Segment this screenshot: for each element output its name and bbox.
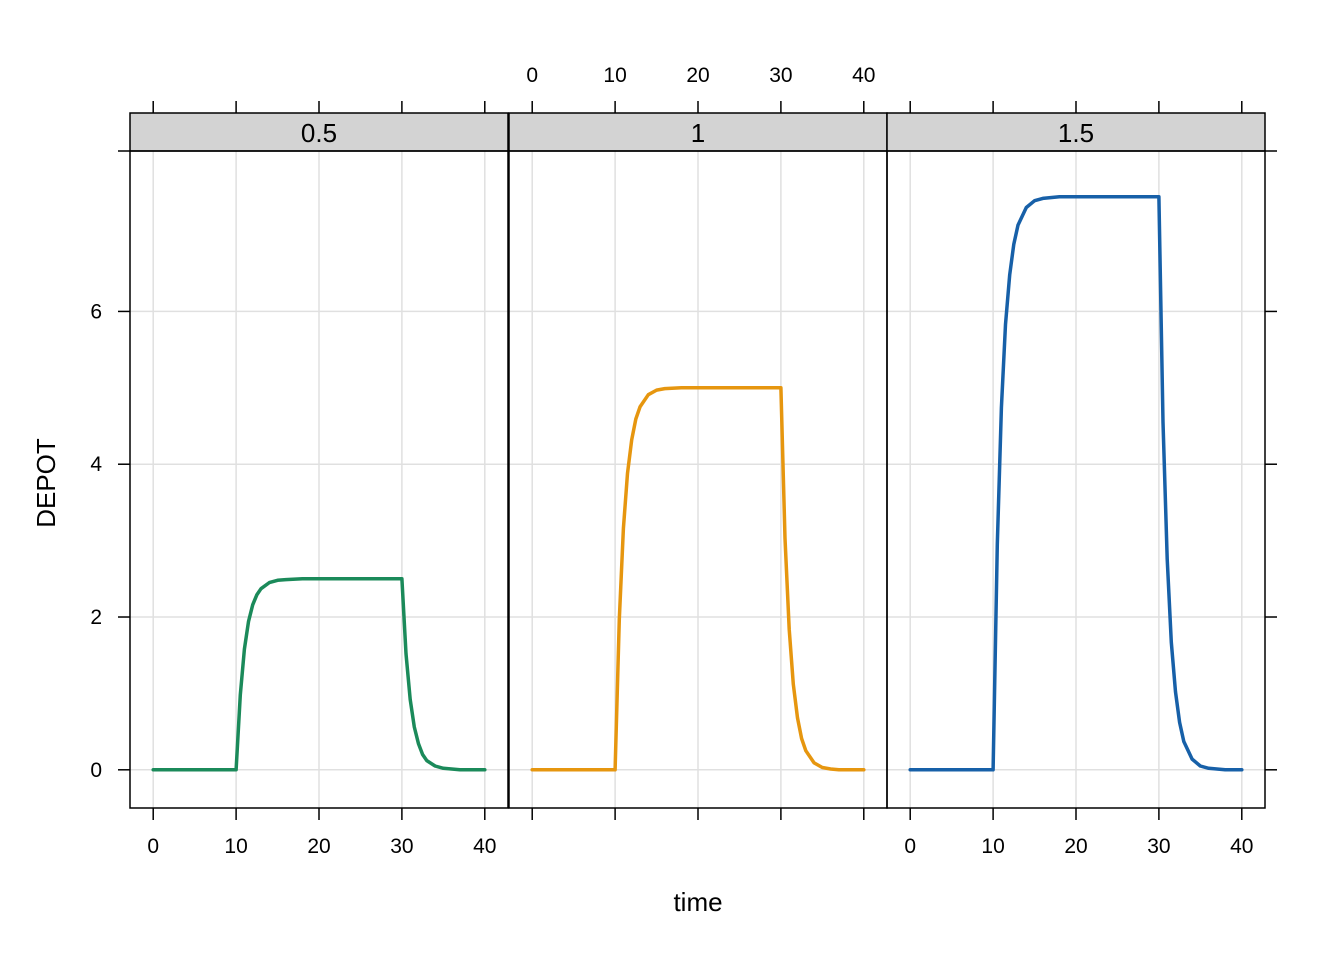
panel-strip-label: 1.5 [1058, 118, 1094, 148]
x-tick-label-top: 20 [686, 64, 709, 87]
x-tick-label: 10 [224, 835, 247, 858]
y-tick-label: 4 [90, 453, 102, 476]
strip-layer: 0.5 1 1.5 [129, 112, 1266, 152]
x-tick-label: 30 [1147, 835, 1170, 858]
panel-strip-label: 1 [691, 118, 705, 148]
panel-strip [886, 112, 1266, 152]
x-tick-label: 0 [147, 835, 159, 858]
x-tick-label: 40 [473, 835, 496, 858]
series-line [151, 577, 487, 772]
x-tick-label-top: 40 [852, 64, 875, 87]
x-tick-label: 0 [904, 835, 916, 858]
x-tick-label: 10 [981, 835, 1004, 858]
x-tick-label-top: 30 [769, 64, 792, 87]
panel-strip [129, 112, 509, 152]
x-tick-label-top: 10 [603, 64, 626, 87]
y-tick-label: 0 [90, 759, 102, 782]
x-axis-title: time [673, 887, 722, 917]
panel-strip-label: 0.5 [301, 118, 337, 148]
grid-layer [130, 151, 1265, 808]
series-line [908, 195, 1244, 772]
axes-layer: 0 10 20 30 40 0 10 20 30 40 0 10 20 30 40 0 2 4 6 [90, 64, 1277, 858]
y-axis-title: DEPOT [31, 438, 61, 528]
x-tick-label: 30 [390, 835, 413, 858]
series-line [530, 386, 866, 772]
y-tick-label: 6 [90, 300, 102, 323]
x-tick-label: 20 [1064, 835, 1087, 858]
series-layer [151, 195, 1244, 772]
x-tick-label-top: 0 [526, 64, 538, 87]
x-tick-label: 20 [307, 835, 330, 858]
x-tick-label: 40 [1230, 835, 1253, 858]
y-tick-label: 2 [90, 606, 102, 629]
